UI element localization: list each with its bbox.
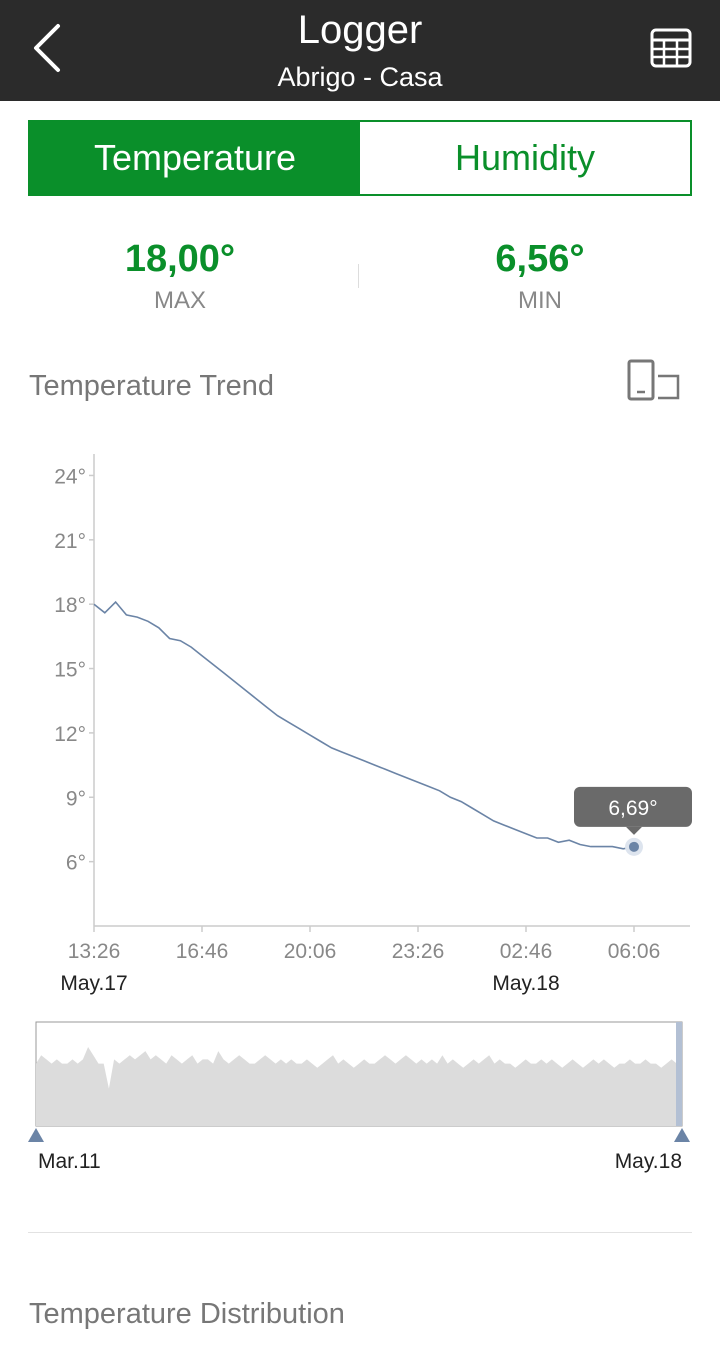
- table-grid-icon: [650, 28, 692, 68]
- range-end-label: May.18: [615, 1150, 682, 1173]
- app-header: Logger Abrigo - Casa: [0, 0, 720, 101]
- y-tick-label: 6°: [66, 852, 86, 875]
- y-tick-label: 9°: [66, 787, 86, 810]
- x-date-label: May.18: [492, 972, 559, 995]
- min-value: 6,56°: [495, 238, 585, 280]
- distribution-title: Temperature Distribution: [29, 1298, 345, 1330]
- x-tick-label: 23:26: [392, 940, 445, 963]
- x-tick-label: 02:46: [500, 940, 553, 963]
- rotate-screen-button[interactable]: [626, 358, 682, 404]
- range-start-handle: [28, 1128, 44, 1142]
- range-start-label: Mar.11: [38, 1150, 101, 1173]
- screen-rotate-icon: [627, 359, 680, 401]
- max-stat: 18,00° MAX: [30, 238, 330, 315]
- y-tick-label: 15°: [54, 659, 86, 682]
- min-label: MIN: [518, 287, 562, 314]
- x-tick-label: 13:26: [68, 940, 121, 963]
- chevron-left-icon: [34, 24, 60, 72]
- x-tick-label: 06:06: [608, 940, 661, 963]
- x-date-label: May.17: [60, 972, 127, 995]
- tooltip-label: 6,69°: [608, 797, 657, 820]
- section-divider: [28, 1232, 692, 1233]
- y-tick-label: 12°: [54, 723, 86, 746]
- tooltip-box: [574, 786, 692, 827]
- back-button[interactable]: [28, 22, 72, 74]
- temperature-trend-chart[interactable]: 24° 21° 18° 15° 12° 9° 6° 13:26 16:46 20:06 23:26 0…: [0, 440, 720, 1000]
- min-stat: 6,56° MIN: [390, 238, 690, 315]
- temperature-line: [93, 600, 635, 850]
- y-tick-label: 21°: [54, 530, 86, 553]
- stat-divider: [358, 264, 359, 288]
- x-tick-label: 20:06: [284, 940, 337, 963]
- tooltip-pointer: [626, 826, 642, 835]
- range-overview-chart[interactable]: Mar.11 May.18: [0, 1010, 720, 1180]
- page-title: Logger: [297, 8, 423, 52]
- max-value: 18,00°: [124, 238, 236, 280]
- x-tick-label: 16:46: [176, 940, 229, 963]
- tab-humidity[interactable]: Humidity: [360, 122, 690, 194]
- trend-title: Temperature Trend: [29, 370, 275, 402]
- page-subtitle: Abrigo - Casa: [277, 62, 443, 92]
- highlight-point: [629, 841, 639, 852]
- tab-temperature[interactable]: Temperature: [30, 122, 360, 194]
- y-tick-label: 18°: [54, 594, 86, 617]
- max-label: MAX: [153, 287, 206, 314]
- table-view-button[interactable]: [648, 25, 694, 71]
- metric-tabs: Temperature Humidity: [28, 120, 692, 196]
- overview-area: [36, 1047, 682, 1126]
- y-tick-label: 24°: [54, 465, 86, 488]
- range-end-handle: [674, 1128, 690, 1142]
- overview-selection: [676, 1022, 682, 1126]
